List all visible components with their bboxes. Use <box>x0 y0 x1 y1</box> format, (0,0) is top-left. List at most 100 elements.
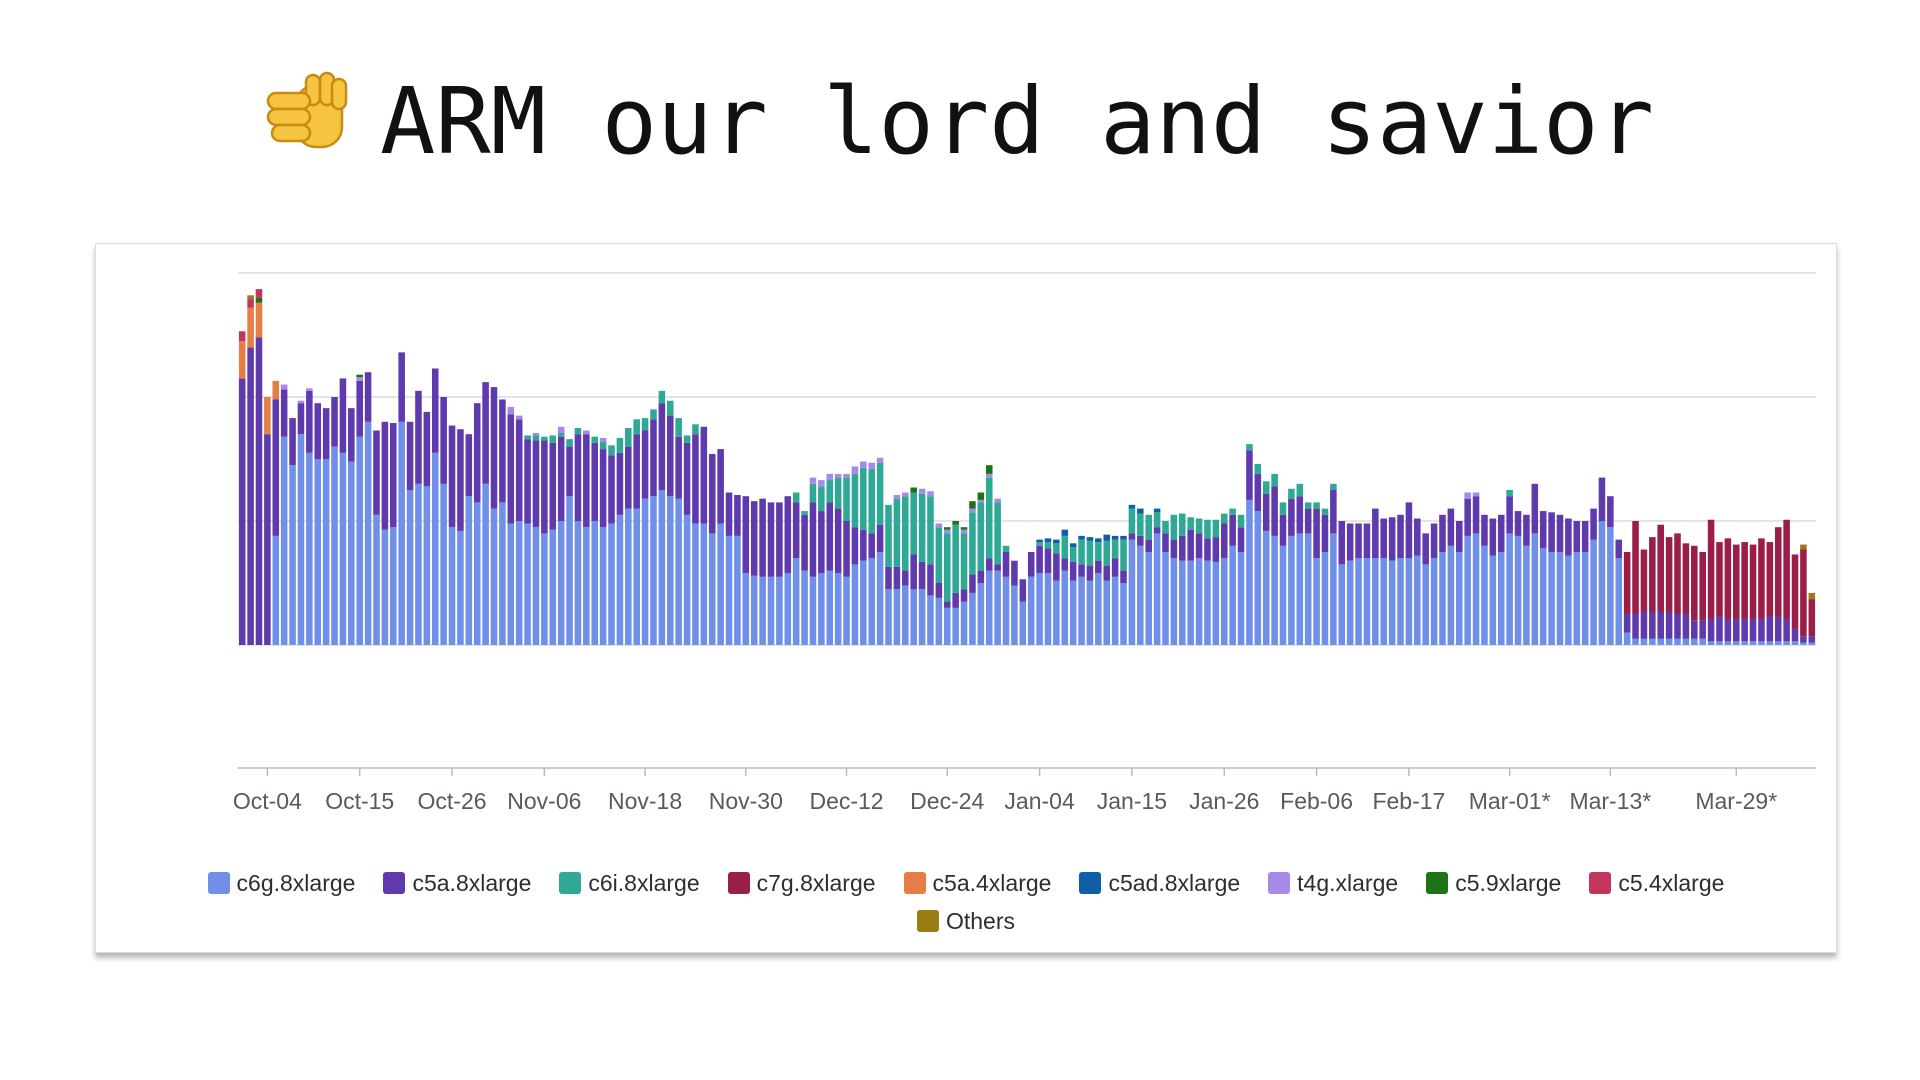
bar-segment <box>818 486 825 512</box>
bar-stack <box>960 527 968 645</box>
bar-segment <box>809 483 817 503</box>
bar-stack <box>1640 549 1648 645</box>
bar-segment <box>641 498 649 645</box>
legend-item[interactable]: c5.9xlarge <box>1426 864 1561 902</box>
bar-stack <box>658 390 666 645</box>
bar-stack <box>969 501 976 645</box>
bar-segment <box>1598 477 1606 521</box>
legend-item[interactable]: c5ad.8xlarge <box>1079 864 1240 902</box>
bar-segment <box>633 419 640 435</box>
bar-segment <box>1565 555 1572 645</box>
bar-segment <box>599 437 607 442</box>
bar-segment <box>1061 570 1069 645</box>
bar-stack <box>1128 504 1136 645</box>
bar-segment <box>1422 564 1429 645</box>
bar-segment <box>910 554 917 590</box>
bar-segment <box>1514 535 1522 645</box>
legend-swatch <box>1589 872 1612 894</box>
bar-segment <box>1304 508 1312 534</box>
legend-item[interactable]: Others <box>916 902 1016 940</box>
legend-label: c5ad.8xlarge <box>1108 870 1241 896</box>
bar-segment <box>1011 560 1018 586</box>
bar-segment <box>625 428 632 447</box>
bar-segment <box>557 432 565 437</box>
legend-swatch <box>1268 872 1291 894</box>
bar-segment <box>314 403 322 459</box>
bar-segment <box>549 435 557 443</box>
bar-segment <box>1355 523 1362 559</box>
bar-segment <box>1472 533 1480 645</box>
bar-stack <box>1674 533 1681 645</box>
bar-segment <box>1321 514 1329 552</box>
legend-item[interactable]: c5a.8xlarge <box>383 864 531 902</box>
bar-segment <box>599 527 607 645</box>
bar-stack <box>1204 519 1211 645</box>
legend-item[interactable]: c5a.4xlarge <box>903 864 1051 902</box>
bar-segment <box>616 437 624 453</box>
bar-segment <box>1674 614 1681 639</box>
bar-segment <box>1179 560 1186 645</box>
bar-segment <box>1640 638 1648 645</box>
legend-item[interactable]: c6i.8xlarge <box>559 864 700 902</box>
bar-segment <box>1724 618 1732 642</box>
bar-segment <box>876 462 884 525</box>
bar-segment <box>960 529 968 534</box>
bar-segment <box>1766 641 1774 645</box>
bar-segment <box>1095 573 1102 645</box>
bar-stack <box>448 425 456 645</box>
bar-stack <box>356 374 363 645</box>
bar-segment <box>524 439 531 524</box>
bar-segment <box>860 529 867 561</box>
bar-segment <box>1162 533 1169 552</box>
legend-item[interactable]: c7g.8xlarge <box>727 864 876 902</box>
legend-label: Others <box>945 908 1016 934</box>
bar-segment <box>843 576 850 645</box>
bar-segment <box>960 601 968 645</box>
bar-segment <box>876 524 884 552</box>
bar-stack <box>1313 502 1320 645</box>
bar-segment <box>507 523 515 645</box>
legend-item[interactable]: t4g.xlarge <box>1268 864 1398 902</box>
bar-segment <box>893 498 901 567</box>
bar-stack <box>633 419 640 645</box>
bar-segment <box>776 576 783 645</box>
bar-stack <box>557 426 565 645</box>
bar-segment <box>910 487 917 493</box>
bar-segment <box>1741 542 1748 619</box>
bar-segment <box>1036 545 1043 574</box>
bar-stack <box>583 430 590 645</box>
bar-segment <box>650 496 657 645</box>
bar-segment <box>1330 490 1337 534</box>
bar-segment <box>1682 543 1690 614</box>
legend-item[interactable]: c6g.8xlarge <box>207 864 355 902</box>
bar-segment <box>1204 560 1211 645</box>
bar-stack <box>549 435 557 645</box>
bar-stack <box>1732 544 1740 645</box>
legend-label: c6i.8xlarge <box>588 870 700 896</box>
bar-stack <box>927 491 934 645</box>
bar-segment <box>784 573 792 645</box>
legend-item[interactable]: c5.4xlarge <box>1589 864 1724 902</box>
bar-segment <box>1229 508 1236 515</box>
bar-segment <box>985 465 993 474</box>
bar-stack <box>1137 508 1144 645</box>
bar-segment <box>1506 496 1513 534</box>
x-tick-label: Mar-29* <box>1695 788 1777 814</box>
bar-segment <box>440 483 447 645</box>
bar-segment <box>1657 611 1664 639</box>
bar-segment <box>1321 508 1329 515</box>
bar-segment <box>734 535 741 645</box>
bar-segment <box>515 521 523 645</box>
bar-stack <box>1539 511 1547 645</box>
bar-segment <box>700 523 708 645</box>
bar-stack <box>1464 492 1471 645</box>
bar-segment <box>1800 544 1807 550</box>
bar-stack <box>1766 542 1774 645</box>
bar-segment <box>272 535 280 645</box>
bar-segment <box>1699 638 1706 645</box>
bar-segment <box>1724 538 1732 619</box>
bar-segment <box>834 573 842 645</box>
bar-stack <box>373 430 380 645</box>
bar-segment <box>1103 565 1111 581</box>
bar-segment <box>1363 523 1371 559</box>
